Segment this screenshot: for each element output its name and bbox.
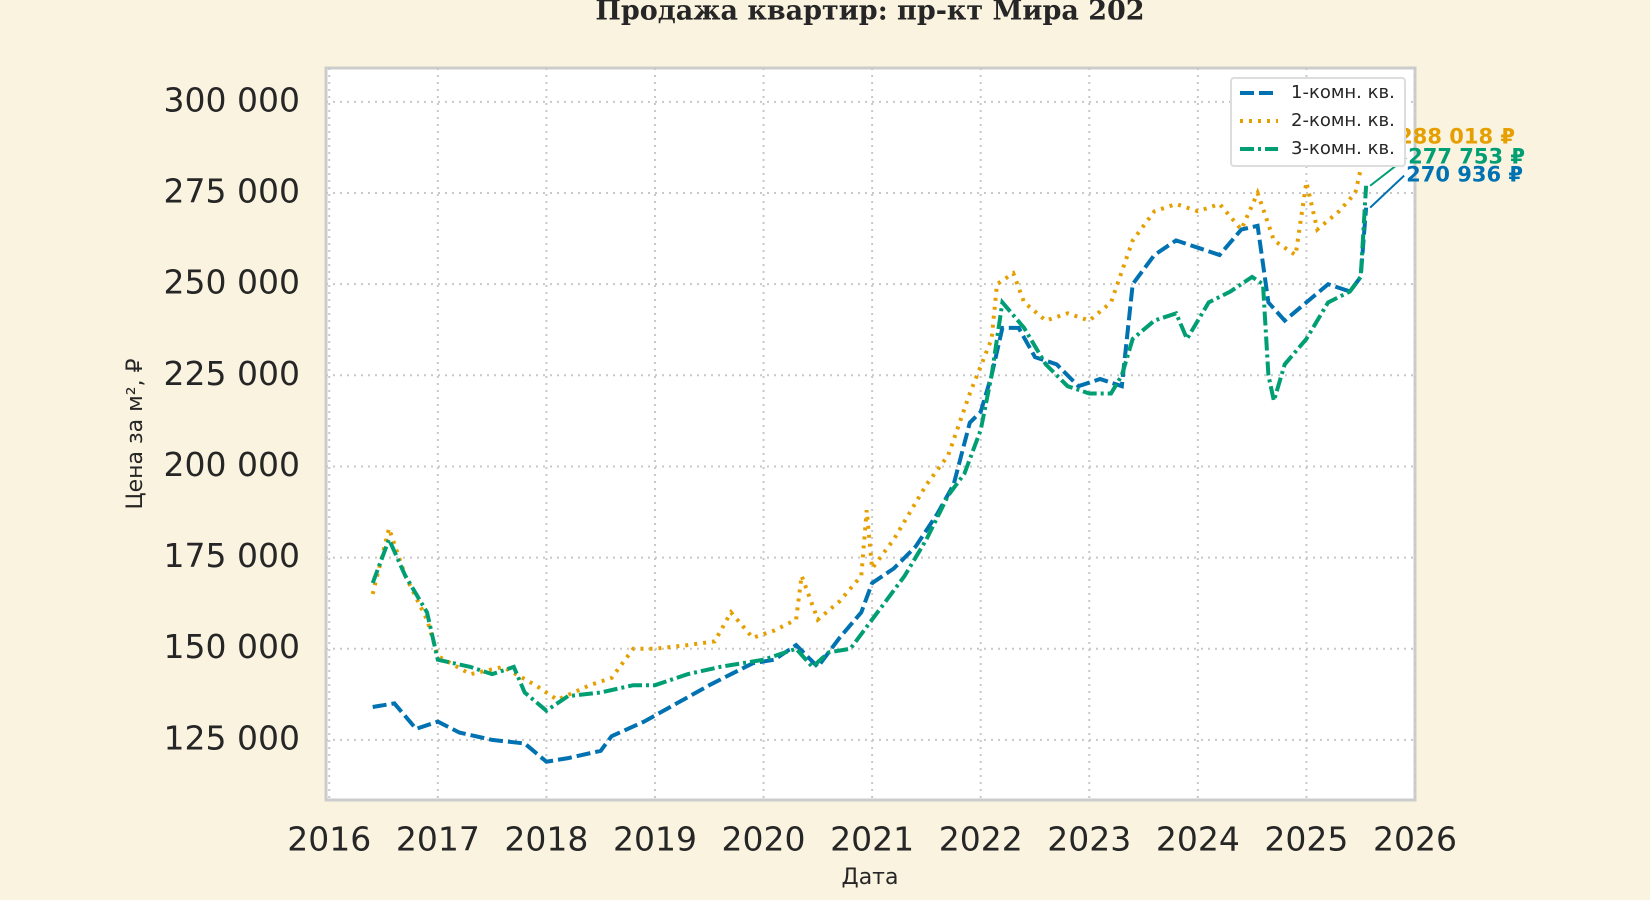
legend-box (1230, 77, 1406, 167)
plot-area (324, 66, 1417, 802)
x-tick-label: 2019 (613, 820, 697, 859)
y-tick-label: 250 000 (164, 263, 300, 302)
annotation: 277 753 ₽ (1408, 145, 1525, 169)
y-axis-label: Цена за м², ₽ (123, 358, 148, 509)
x-tick-label: 2017 (396, 820, 480, 859)
legend-label: 3-комн. кв. (1291, 138, 1395, 159)
x-tick-label: 2021 (830, 820, 914, 859)
legend-label: 1-комн. кв. (1291, 82, 1395, 103)
series-line (370, 185, 1369, 714)
y-tick-label: 175 000 (164, 536, 300, 575)
annotation: 288 018 ₽ (1398, 125, 1515, 149)
legend-label: 2-комн. кв. (1291, 110, 1395, 131)
x-tick-label: 2023 (1047, 820, 1131, 859)
x-tick-label: 2022 (939, 820, 1023, 859)
y-tick-label: 200 000 (164, 445, 300, 484)
y-tick-label: 275 000 (164, 172, 300, 211)
annotation-arrow (1369, 174, 1405, 209)
y-tick-label: 225 000 (164, 354, 300, 393)
y-tick-label: 125 000 (164, 718, 300, 757)
x-tick-label: 2026 (1373, 820, 1457, 859)
chart-title: Продажа квартир: пр-кт Мира 202 (595, 0, 1144, 27)
x-tick-label: 2024 (1156, 820, 1240, 859)
x-tick-label: 2018 (504, 820, 588, 859)
annotation: 270 936 ₽ (1406, 163, 1523, 187)
x-tick-label: 2025 (1264, 820, 1348, 859)
x-tick-label: 2016 (287, 820, 371, 859)
y-tick-label: 150 000 (164, 627, 300, 666)
legend: 1-комн. кв. 2-комн. кв. 3-комн. кв. (1230, 77, 1406, 167)
x-tick-label: 2020 (722, 820, 806, 859)
y-tick-label: 300 000 (164, 80, 300, 119)
x-axis-label: Дата (842, 865, 899, 890)
